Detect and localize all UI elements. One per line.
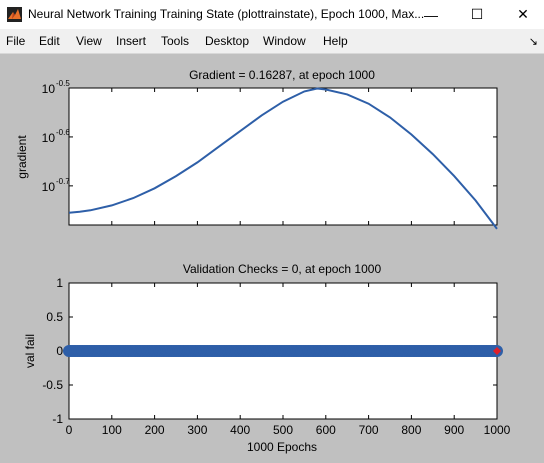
validation-axes: Validation Checks = 0, at epoch 1000 0 10… <box>23 262 511 454</box>
maximize-icon: ☐ <box>470 6 484 22</box>
gradient-y-tick-exponent: -0.7 <box>56 177 70 186</box>
validation-y-label: val fail <box>23 334 37 368</box>
menu-bar: File Edit View Insert Tools Desktop Wind… <box>0 29 544 54</box>
validation-x-tick-label: 100 <box>102 423 122 437</box>
menu-tools[interactable]: Tools <box>161 34 190 48</box>
validation-x-tick-label: 800 <box>401 423 421 437</box>
maximize-button[interactable]: ☐ <box>454 0 500 29</box>
window-title: Neural Network Training Training State (… <box>28 7 425 21</box>
validation-y-ticks: 1 0.5 0 -0.5 -1 <box>42 276 497 426</box>
menu-view[interactable]: View <box>76 34 102 48</box>
validation-y-tick-label: -0.5 <box>42 378 63 392</box>
gradient-plot-area <box>68 87 498 226</box>
dock-arrow-icon[interactable]: ↘ <box>528 36 538 48</box>
gradient-y-tick-exponent: -0.6 <box>56 128 70 137</box>
close-button[interactable]: ✕ <box>500 0 544 29</box>
validation-x-tick-label: 500 <box>273 423 293 437</box>
validation-x-ticks: 0 100 200 300 400 500 600 700 800 900 1000 <box>66 283 511 437</box>
validation-series <box>63 345 503 357</box>
validation-y-tick-label: 0 <box>56 344 63 358</box>
validation-plot-title: Validation Checks = 0, at epoch 1000 <box>183 262 382 276</box>
menu-help[interactable]: Help <box>323 34 348 48</box>
validation-y-tick-label: 1 <box>56 276 63 290</box>
title-bar: Neural Network Training Training State (… <box>0 0 544 29</box>
minimize-button[interactable]: — <box>408 0 454 29</box>
gradient-series-line <box>68 87 498 230</box>
gradient-y-label: gradient <box>15 135 29 179</box>
validation-x-tick-label: 1000 <box>484 423 511 437</box>
menu-file[interactable]: File <box>6 34 26 48</box>
final-epoch-marker <box>493 347 501 355</box>
figure-canvas: Gradient = 0.16287, at epoch 1000 10 -0.5… <box>15 68 511 454</box>
validation-x-tick-label: 0 <box>66 423 73 437</box>
validation-x-tick-label: 400 <box>230 423 250 437</box>
gradient-y-tick-label: 10 <box>42 180 56 194</box>
gradient-y-tick-exponent: -0.5 <box>56 79 70 88</box>
validation-y-tick-label: -1 <box>52 412 63 426</box>
close-icon: ✕ <box>517 6 529 22</box>
minimize-icon: — <box>424 6 438 23</box>
validation-x-tick-label: 700 <box>359 423 379 437</box>
menu-desktop[interactable]: Desktop <box>205 34 250 48</box>
validation-y-tick-label: 0.5 <box>46 310 63 324</box>
gradient-axes: Gradient = 0.16287, at epoch 1000 10 -0.5… <box>15 68 498 230</box>
validation-x-tick-label: 200 <box>145 423 165 437</box>
menu-insert[interactable]: Insert <box>116 34 147 48</box>
matlab-app-icon <box>7 7 22 22</box>
gradient-plot-title: Gradient = 0.16287, at epoch 1000 <box>189 68 375 82</box>
gradient-x-ticks <box>68 88 498 225</box>
gradient-y-tick-label: 10 <box>42 131 56 145</box>
menu-edit[interactable]: Edit <box>39 34 60 48</box>
validation-x-label: 1000 Epochs <box>247 440 317 454</box>
validation-x-tick-label: 900 <box>444 423 464 437</box>
menu-window[interactable]: Window <box>263 34 306 48</box>
gradient-y-tick-label: 10 <box>42 82 56 96</box>
validation-x-tick-label: 300 <box>187 423 207 437</box>
validation-x-tick-label: 600 <box>316 423 336 437</box>
gradient-y-ticks: 10 -0.510 -0.610 -0.7 <box>42 79 497 194</box>
